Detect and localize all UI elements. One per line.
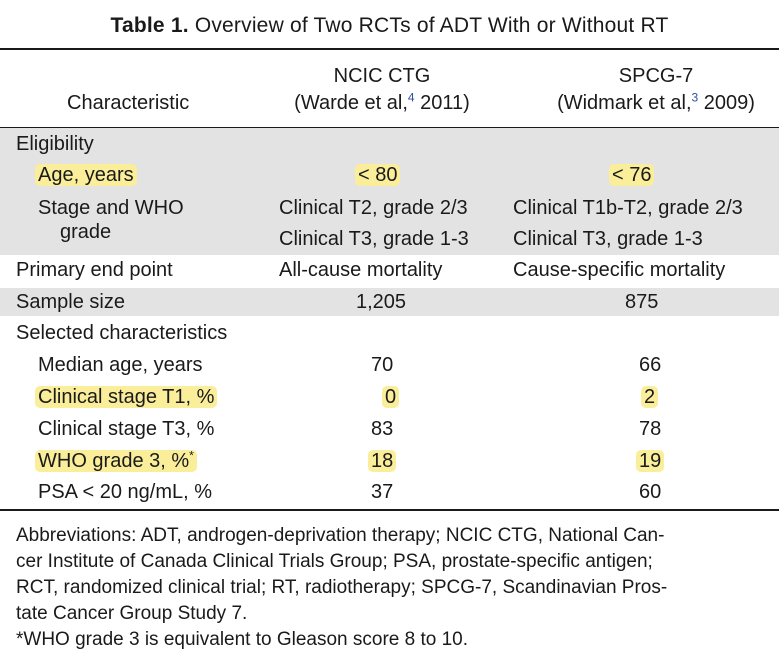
table-title-text: Overview of Two RCTs of ADT With or With… — [194, 14, 669, 37]
clinical-stage-t1-ncic-highlight: 0 — [382, 386, 400, 408]
median-age-label: Median age, years — [38, 354, 203, 376]
clinical-stage-t3-spcg: 78 — [639, 418, 662, 440]
primary-end-point-spcg: Cause-specific mortality — [513, 259, 726, 281]
stage-label-line-1: Stage and WHO — [38, 197, 184, 219]
stage-spcg-line-2: Clinical T3, grade 1-3 — [513, 228, 703, 250]
clinical-stage-t1-ncic: 0 — [382, 385, 400, 409]
who-grade-3-ncic-highlight: 18 — [368, 450, 397, 472]
eligibility-label: Eligibility — [16, 133, 94, 155]
who-grade-3-spcg: 19 — [636, 449, 665, 473]
abbreviations-line-3: RCT, randomized clinical trial; RT, radi… — [16, 577, 668, 598]
psa-label: PSA < 20 ng/mL, % — [38, 481, 212, 503]
column-header-ncic: NCIC CTG — [333, 65, 431, 87]
column-header-ncic-ref: (Warde et al,4 2011) — [282, 91, 482, 115]
who-grade-3-spcg-highlight: 19 — [636, 450, 665, 472]
abbreviations-line-4: tate Cancer Group Study 7. — [16, 603, 248, 624]
stage-label-line-2: grade — [60, 221, 112, 243]
clinical-stage-t3-label: Clinical stage T3, % — [38, 418, 215, 440]
ncic-ref-prefix: (Warde et al, — [294, 92, 408, 114]
column-header-spcg-ref: (Widmark et al,3 2009) — [528, 91, 779, 115]
spcg-ref-prefix: (Widmark et al, — [557, 92, 692, 114]
psa-ncic: 37 — [371, 481, 394, 503]
column-header-spcg: SPCG-7 — [618, 65, 694, 87]
who-grade-3-text: WHO grade 3, % — [38, 450, 190, 472]
top-rule — [0, 48, 779, 50]
sample-size-spcg: 875 — [625, 291, 659, 313]
stage-ncic-line-1: Clinical T2, grade 2/3 — [279, 197, 468, 219]
ncic-ref-year: 2011) — [420, 92, 470, 114]
primary-end-point-ncic: All-cause mortality — [279, 259, 443, 281]
age-ncic-highlight: < 80 — [355, 164, 401, 186]
age-spcg-value: < 76 — [609, 163, 655, 187]
ncic-ref-number[interactable]: 4 — [407, 90, 415, 105]
age-label: Age, years — [35, 163, 137, 187]
who-grade-3-highlight: WHO grade 3, %* — [35, 448, 197, 472]
median-age-spcg: 66 — [639, 354, 662, 376]
who-grade-3-label: WHO grade 3, %* — [35, 448, 197, 473]
clinical-stage-t1-highlight: Clinical stage T1, % — [35, 386, 218, 408]
bottom-rule — [0, 509, 779, 511]
stage-ncic-line-2: Clinical T3, grade 1-3 — [279, 228, 469, 250]
abbreviations-line-1: Abbreviations: ADT, androgen-deprivation… — [16, 525, 665, 546]
spcg-ref-number[interactable]: 3 — [691, 90, 699, 105]
clinical-stage-t1-spcg: 2 — [641, 385, 659, 409]
header-rule — [0, 127, 779, 128]
table-title-label: Table 1. — [110, 14, 189, 37]
who-footnote: *WHO grade 3 is equivalent to Gleason sc… — [16, 629, 469, 650]
table-title: Table 1. Overview of Two RCTs of ADT Wit… — [0, 14, 779, 38]
median-age-ncic: 70 — [371, 354, 394, 376]
who-grade-3-footnote-marker: * — [189, 448, 194, 463]
spcg-ref-year: 2009) — [703, 92, 755, 114]
eligibility-band — [0, 128, 779, 255]
age-ncic-value: < 80 — [355, 163, 401, 187]
selected-characteristics-label: Selected characteristics — [16, 322, 228, 344]
column-header-characteristic: Characteristic — [67, 92, 190, 114]
primary-end-point-label: Primary end point — [16, 259, 173, 281]
who-grade-3-ncic: 18 — [368, 449, 397, 473]
clinical-stage-t3-ncic: 83 — [371, 418, 394, 440]
sample-size-ncic: 1,205 — [356, 291, 407, 313]
sample-size-band — [0, 288, 779, 316]
sample-size-label: Sample size — [16, 291, 125, 313]
stage-spcg-line-1: Clinical T1b-T2, grade 2/3 — [513, 197, 743, 219]
psa-spcg: 60 — [639, 481, 662, 503]
abbreviations-line-2: cer Institute of Canada Clinical Trials … — [16, 551, 653, 572]
clinical-stage-t1-spcg-highlight: 2 — [641, 386, 659, 408]
clinical-stage-t1-label: Clinical stage T1, % — [35, 385, 218, 409]
age-spcg-highlight: < 76 — [609, 164, 655, 186]
age-label-highlight: Age, years — [35, 164, 137, 186]
